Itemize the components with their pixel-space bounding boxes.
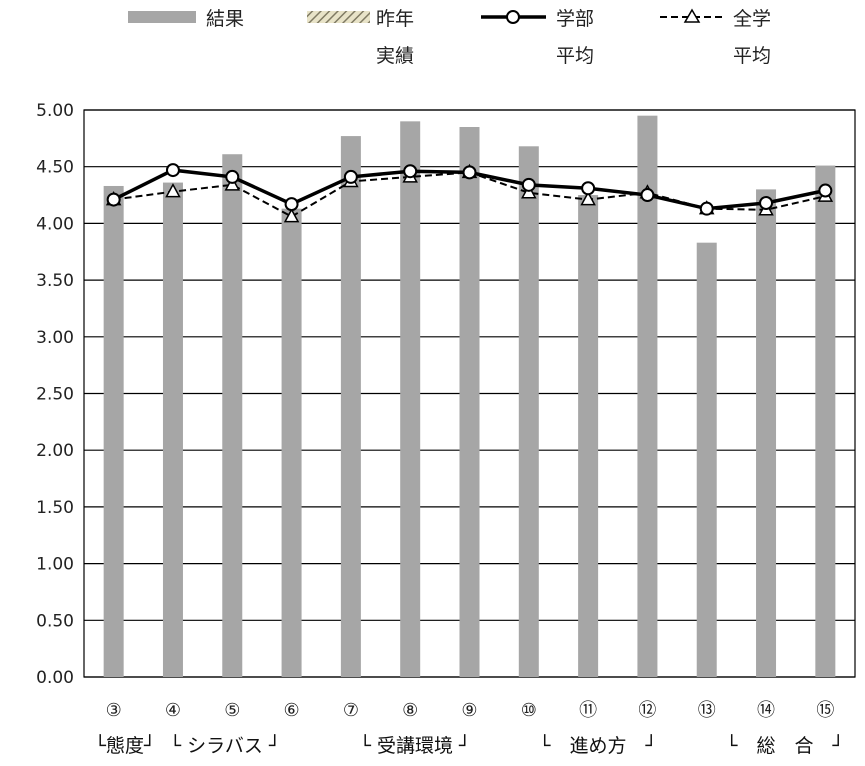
legend: 結果 昨年 実績 学部 平均 全学 平均 (128, 8, 771, 67)
legend-label-result: 結果 (206, 8, 244, 30)
legend-item-department-avg: 学部 平均 (481, 8, 594, 67)
legend-label-department-avg-1: 学部 (556, 8, 594, 30)
y-tick-label: 4.50 (36, 158, 74, 178)
group-label-attitude: └態度┘ (95, 733, 156, 757)
bar (340, 136, 361, 677)
legend-marker-triangle (683, 8, 701, 23)
point-department-avg (521, 177, 536, 192)
point-university-avg (580, 191, 596, 206)
x-tick-label: ⑭ (757, 700, 775, 721)
x-axis-ticks: ③ ④ ⑤ ⑥ ⑦ ⑧ ⑨ ⑩ ⑪ ⑫ ⑬ ⑭ ⑮ (106, 700, 835, 721)
legend-label-last-year-1: 昨年 (376, 8, 414, 30)
x-tick-label: ⑫ (638, 700, 656, 721)
y-tick-label: 0.50 (36, 611, 74, 631)
group-label-progress: └ 進め方 ┘ (539, 733, 657, 757)
point-department-avg (759, 195, 774, 210)
legend-item-result: 結果 (128, 8, 244, 30)
y-tick-label: 2.50 (36, 385, 74, 405)
point-department-avg (640, 188, 655, 203)
y-tick-label: 1.50 (36, 498, 74, 518)
y-tick-label: 4.00 (36, 214, 74, 234)
point-department-avg (699, 201, 714, 216)
legend-item-university-avg: 全学 平均 (660, 8, 771, 67)
bar (578, 195, 599, 678)
group-label-overall: └ 総 合 ┘ (726, 733, 844, 757)
x-tick-label: ④ (165, 700, 181, 721)
x-tick-label: ⑤ (224, 700, 240, 721)
point-department-avg (343, 169, 358, 184)
bars (103, 115, 836, 678)
x-tick-label: ⑦ (343, 700, 359, 721)
bar (103, 185, 124, 677)
legend-item-last-year: 昨年 実績 (307, 8, 414, 67)
bar (459, 127, 480, 677)
x-tick-label: ⑥ (284, 700, 300, 721)
y-tick-label: 2.00 (36, 441, 74, 461)
y-tick-label: 3.00 (36, 328, 74, 348)
bar (518, 146, 539, 678)
point-department-avg (284, 197, 299, 212)
bar (162, 182, 183, 678)
point-university-avg (283, 208, 300, 223)
point-department-avg (225, 169, 240, 184)
y-tick-label: 3.50 (36, 271, 74, 291)
x-tick-label: ⑬ (698, 700, 716, 721)
legend-label-last-year-2: 実績 (376, 45, 414, 67)
bar (756, 189, 777, 677)
point-department-avg (462, 165, 477, 180)
point-department-avg (403, 164, 418, 179)
point-department-avg (165, 163, 180, 178)
legend-marker-circle (506, 10, 520, 24)
y-tick-label: 1.00 (36, 555, 74, 575)
legend-swatch-result (128, 11, 196, 23)
point-department-avg (581, 181, 596, 196)
bar (222, 154, 243, 677)
x-tick-label: ③ (106, 700, 122, 721)
bar (281, 208, 302, 677)
group-label-environment: └ 受講環境 ┘ (360, 733, 471, 757)
x-tick-label: ⑧ (402, 700, 418, 721)
legend-label-department-avg-2: 平均 (556, 45, 594, 67)
group-label-syllabus: └ シラバス ┘ (170, 733, 281, 757)
x-tick-label: ⑮ (816, 700, 834, 721)
series-markers (105, 163, 834, 223)
x-tick-label: ⑩ (521, 700, 537, 721)
point-university-avg (165, 183, 181, 198)
y-tick-label: 5.00 (36, 101, 74, 121)
x-tick-label: ⑨ (461, 700, 477, 721)
legend-swatch-last-year (307, 11, 370, 23)
legend-label-university-avg-2: 平均 (733, 45, 771, 67)
point-department-avg (106, 192, 121, 207)
y-axis-ticks: 0.00 0.50 1.00 1.50 2.00 2.50 3.00 3.50 4.00 4.50… (36, 101, 74, 688)
y-tick-label: 0.00 (36, 668, 74, 688)
point-department-avg (818, 183, 833, 198)
legend-label-university-avg-1: 全学 (733, 8, 771, 30)
bar (696, 242, 717, 678)
bar (400, 121, 421, 678)
bar (815, 165, 836, 678)
group-labels: └態度┘ └ シラバス ┘ └ 受講環境 ┘ └ 進め方 ┘ └ 総 合 ┘ (95, 733, 844, 757)
bar (637, 115, 658, 678)
x-tick-label: ⑪ (579, 700, 597, 721)
